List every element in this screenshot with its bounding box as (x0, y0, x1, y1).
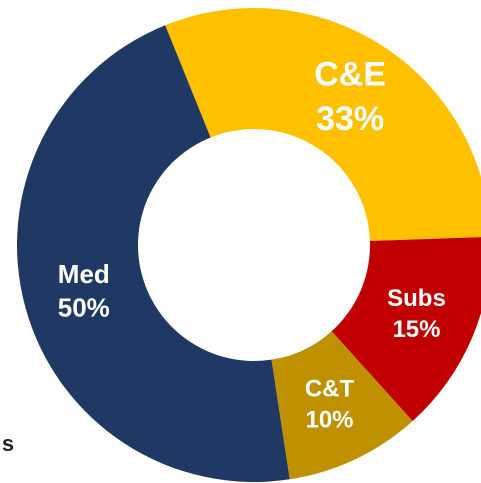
value-label: 10% (305, 407, 353, 434)
value-label: 15% (392, 316, 440, 343)
category-label: Subs (387, 285, 446, 312)
donut-slice (165, 8, 481, 241)
category-label: C&E (314, 56, 386, 94)
annotation: s (2, 431, 14, 456)
donut-slice (17, 25, 290, 482)
value-label: 50% (58, 293, 110, 323)
category-label: C&T (305, 375, 355, 402)
donut-slice (271, 331, 413, 480)
value-label: 33% (316, 100, 384, 138)
category-label: Med (58, 259, 110, 289)
donut-slice (331, 237, 481, 422)
